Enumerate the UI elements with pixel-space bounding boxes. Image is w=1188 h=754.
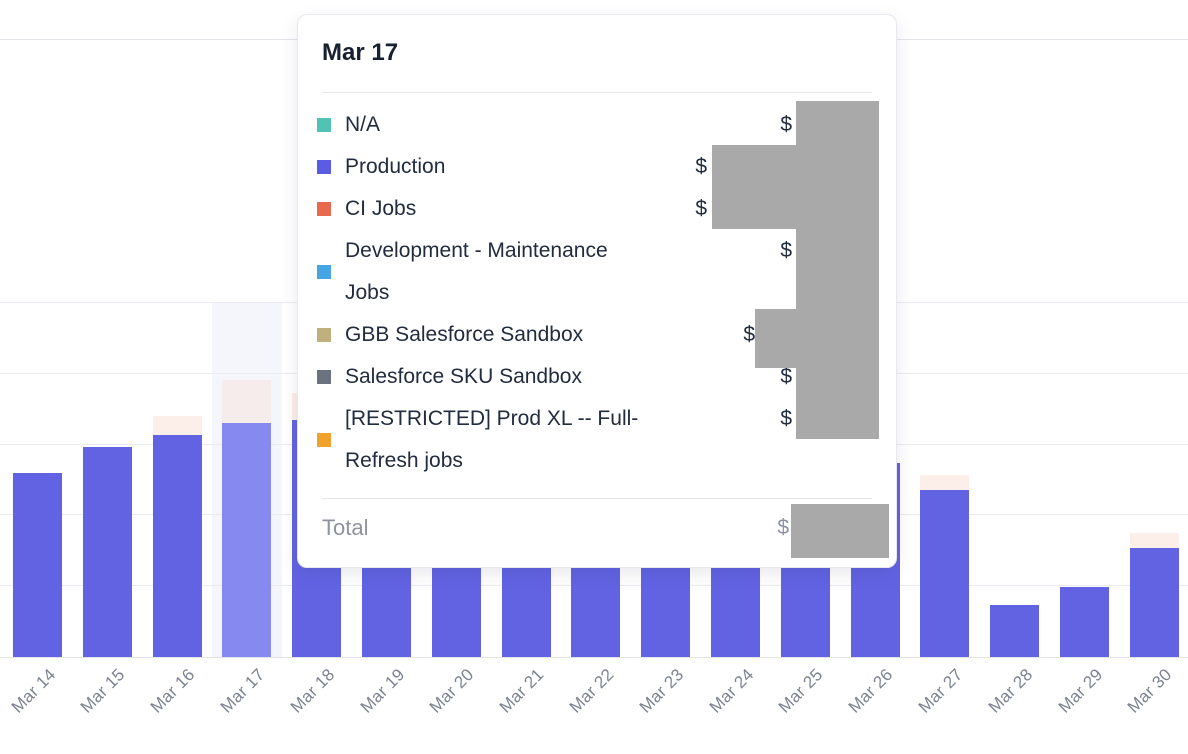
tooltip-divider-bottom: [322, 498, 872, 499]
bar-segment-production: [1130, 548, 1179, 657]
legend-label: GBB Salesforce Sandbox: [345, 323, 584, 346]
bar-segment-production: [920, 490, 969, 657]
legend-label: Salesforce SKU Sandbox: [345, 365, 582, 388]
legend-label: Development - Maintenance: [345, 239, 608, 262]
chart-tooltip: Mar 17 N/A $ Production $ CI Jobs $ Developmen…: [297, 14, 897, 568]
tooltip-date-title: Mar 17: [322, 39, 399, 66]
bar-mar-30[interactable]: [1130, 0, 1179, 657]
x-axis-line: [0, 657, 1188, 658]
bar-segment-ci-jobs: [920, 475, 969, 490]
redaction-box: [712, 145, 796, 229]
legend-row: Production $: [298, 146, 896, 188]
redaction-box: [791, 504, 889, 558]
legend-row: GBB Salesforce Sandbox $: [298, 314, 896, 356]
redaction-box: [796, 101, 879, 439]
tooltip-total-value: $: [777, 516, 789, 539]
legend-value: $: [780, 113, 792, 136]
legend-label: Production: [345, 155, 446, 178]
legend-label: Jobs: [345, 281, 390, 304]
tooltip-divider-top: [322, 92, 872, 93]
bar-segment-production: [83, 447, 132, 657]
legend-value: $: [780, 365, 792, 388]
legend-label: [RESTRICTED] Prod XL -- Full-: [345, 407, 639, 430]
redaction-box: [755, 309, 796, 368]
bar-mar-15[interactable]: [83, 0, 132, 657]
legend-swatch: [317, 118, 331, 132]
legend-value: $: [695, 155, 707, 178]
legend-row: N/A $: [298, 104, 896, 146]
bar-segment-ci-jobs: [153, 416, 202, 435]
bar-mar-27[interactable]: [920, 0, 969, 657]
legend-value: $: [695, 197, 707, 220]
bar-segment-ci-jobs: [222, 380, 271, 423]
tooltip-total-label: Total: [322, 515, 369, 540]
legend-swatch: [317, 328, 331, 342]
bar-mar-28[interactable]: [990, 0, 1039, 657]
bar-segment-production: [153, 435, 202, 657]
bar-mar-29[interactable]: [1060, 0, 1109, 657]
bar-segment-production: [13, 473, 62, 657]
legend-value: $: [743, 323, 755, 346]
legend-label: CI Jobs: [345, 197, 417, 220]
bar-segment-ci-jobs: [1130, 533, 1179, 548]
legend-row: Development - Maintenance Jobs $: [298, 230, 896, 314]
legend-swatch: [317, 160, 331, 174]
bar-mar-14[interactable]: [13, 0, 62, 657]
legend-swatch: [317, 265, 331, 279]
bar-segment-production: [990, 605, 1039, 657]
legend-row: CI Jobs $: [298, 188, 896, 230]
legend-row: [RESTRICTED] Prod XL -- Full- Refresh job…: [298, 398, 896, 482]
legend-value: $: [780, 407, 792, 430]
legend-swatch: [317, 370, 331, 384]
bar-segment-production: [222, 423, 271, 657]
legend-value: $: [780, 239, 792, 262]
bar-mar-16[interactable]: [153, 0, 202, 657]
legend-row: Salesforce SKU Sandbox $: [298, 356, 896, 398]
legend-swatch: [317, 433, 331, 447]
bar-mar-17[interactable]: [222, 0, 271, 657]
legend-label: N/A: [345, 113, 381, 136]
bar-segment-production: [1060, 587, 1109, 657]
legend-swatch: [317, 202, 331, 216]
legend-label: Refresh jobs: [345, 449, 463, 472]
